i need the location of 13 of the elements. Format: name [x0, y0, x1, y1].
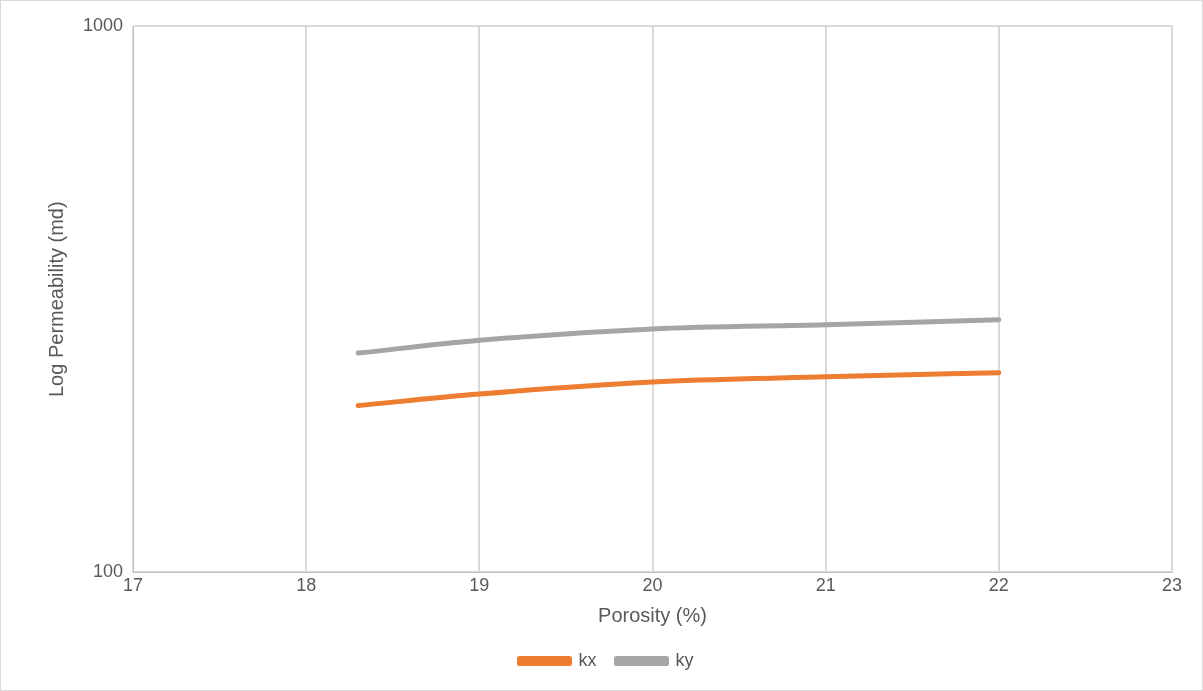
x-axis-title: Porosity (%): [598, 603, 707, 626]
legend-label: kx: [578, 649, 597, 670]
x-tick-label: 20: [642, 575, 663, 596]
legend-label: ky: [675, 649, 694, 670]
x-tick-label: 22: [988, 575, 1009, 596]
y-tick-label: 1000: [83, 14, 124, 35]
x-tick-label: 21: [815, 575, 836, 596]
x-tick-label: 18: [296, 575, 317, 596]
x-tick-label: 23: [1161, 575, 1183, 596]
x-tick-label: 19: [469, 575, 490, 596]
y-axis-title: Log Permeability (md): [44, 201, 67, 398]
x-tick-label: 17: [123, 575, 144, 596]
y-tick-label: 100: [93, 561, 124, 582]
